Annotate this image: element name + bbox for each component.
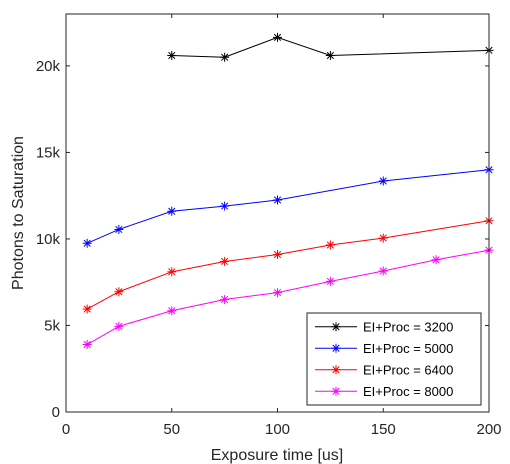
y-axis-label: Photons to Saturation (10, 136, 27, 290)
y-tick-label: 5k (44, 317, 60, 334)
data-point-s4-1 (82, 340, 92, 350)
data-point-s2-4 (220, 201, 230, 211)
y-tick-label: 10k (36, 231, 61, 248)
data-point-s3-6 (325, 240, 335, 250)
legend-label: EI+Proc = 8000 (363, 384, 453, 399)
series-line-3 (86, 220, 490, 310)
x-tick-label: 200 (476, 421, 501, 438)
data-point-s3-4 (220, 256, 230, 266)
x-tick-label: 100 (265, 421, 290, 438)
data-point-s2-2 (114, 224, 124, 234)
y-tick-label: 15k (36, 144, 61, 161)
legend-marker (331, 343, 341, 353)
data-point-s1-4 (325, 51, 335, 61)
data-point-s4-4 (220, 295, 230, 305)
data-point-s4-2 (114, 321, 124, 331)
legend-marker (331, 365, 341, 375)
data-point-s3-1 (82, 304, 92, 314)
legend-marker (331, 322, 341, 332)
y-tick-label: 0 (52, 404, 60, 421)
x-tick-label: 0 (62, 421, 70, 438)
data-point-s2-1 (82, 238, 92, 248)
data-point-s1-3 (273, 32, 282, 42)
data-point-s4-7 (378, 266, 388, 276)
legend-label: EI+Proc = 6400 (363, 362, 453, 377)
x-tick-label: 150 (371, 421, 396, 438)
data-point-s4-3 (167, 306, 177, 316)
x-tick-label: 50 (163, 421, 180, 438)
data-point-s2-3 (167, 206, 177, 216)
y-tick-label: 20k (36, 58, 61, 75)
axes-layer: 0 50 100 150 200 0 5k 10k 15k 20k (36, 13, 502, 438)
data-point-s3-2 (114, 287, 124, 297)
data-point-s1-1 (167, 51, 177, 61)
data-point-s4-5 (273, 288, 282, 298)
data-point-s1-2 (220, 52, 230, 62)
x-axis-label: Exposure time [us] (211, 447, 344, 464)
legend-entry-2: EI+Proc = 5000 (315, 341, 453, 356)
legend: EI+Proc = 3200 EI+Proc = 5000 EI+Proc = 64… (306, 312, 482, 406)
data-point-s3-3 (167, 267, 177, 277)
legend-entry-1: EI+Proc = 3200 (315, 319, 453, 334)
legend-marker (331, 386, 341, 396)
legend-entry-4: EI+Proc = 8000 (315, 384, 453, 399)
data-point-s4-6 (325, 276, 335, 286)
data-point-s4-8 (431, 255, 441, 265)
data-point-s2-5 (273, 195, 282, 205)
legend-entry-3: EI+Proc = 6400 (315, 362, 453, 377)
legend-label: EI+Proc = 5000 (363, 341, 453, 356)
legend-label: EI+Proc = 3200 (363, 319, 453, 334)
data-point-s3-7 (378, 233, 388, 243)
data-point-s3-5 (273, 250, 282, 260)
data-point-s2-6 (378, 176, 388, 186)
